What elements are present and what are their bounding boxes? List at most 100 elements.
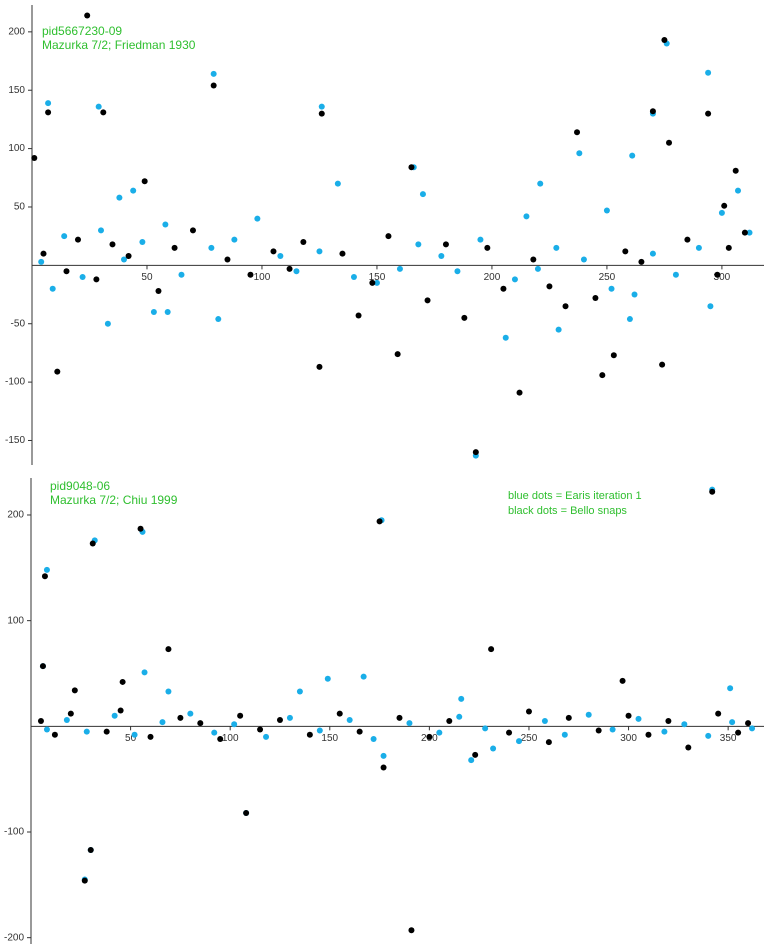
x-tick-label: 100	[222, 733, 239, 744]
chart-title: pid5667230-09	[42, 24, 122, 38]
dot	[380, 764, 387, 771]
dot	[356, 728, 363, 735]
dot	[89, 540, 96, 547]
dot	[735, 729, 742, 736]
dot	[749, 725, 756, 732]
dot	[649, 108, 656, 115]
dot	[438, 253, 445, 260]
dot	[482, 725, 489, 732]
dot	[84, 12, 91, 19]
dot	[592, 295, 599, 302]
y-tick-label: -200	[4, 932, 24, 943]
dot	[37, 718, 44, 725]
dot	[500, 285, 507, 292]
dot	[638, 258, 645, 265]
dot	[595, 727, 602, 734]
dot	[502, 334, 509, 341]
dot	[139, 239, 146, 246]
dot	[97, 227, 104, 234]
dot	[237, 712, 244, 719]
dot	[197, 720, 204, 727]
dot	[350, 274, 357, 281]
dot	[477, 236, 484, 243]
legend-entry: black dots = Bello snaps	[508, 505, 627, 517]
dot	[715, 710, 722, 717]
dot	[631, 291, 638, 298]
x-tick-label: 300	[620, 733, 637, 744]
y-tick-label: -150	[5, 435, 25, 446]
dot	[155, 288, 162, 295]
dot	[125, 253, 132, 260]
dot	[276, 716, 283, 723]
dot	[562, 303, 569, 310]
dot	[718, 209, 725, 216]
dot	[546, 283, 553, 290]
dot	[672, 271, 679, 278]
dot	[231, 721, 238, 728]
dot	[385, 233, 392, 240]
dot	[346, 716, 353, 723]
dot	[415, 241, 422, 248]
dot	[31, 154, 38, 161]
dot	[217, 736, 224, 743]
dot	[705, 732, 712, 739]
dot	[318, 103, 325, 110]
y-tick-label: -50	[11, 318, 26, 329]
dot	[721, 202, 728, 209]
dot	[296, 688, 303, 695]
dot	[373, 279, 380, 286]
dot	[649, 250, 656, 257]
dot	[316, 727, 323, 734]
dot	[661, 728, 668, 735]
x-tick-label: 250	[599, 272, 616, 283]
dot	[458, 695, 465, 702]
x-tick-label: 350	[720, 733, 737, 744]
dot	[208, 244, 215, 251]
chart-subtitle: Mazurka 7/2; Friedman 1930	[42, 38, 196, 52]
dot	[104, 320, 111, 327]
y-tick-label: 150	[8, 85, 25, 96]
dot	[565, 714, 572, 721]
x-tick-label: 250	[521, 733, 538, 744]
dot	[666, 139, 673, 146]
dot	[63, 268, 70, 275]
dot	[109, 241, 116, 248]
dot	[506, 729, 513, 736]
dot	[396, 265, 403, 272]
chart-subtitle: Mazurka 7/2; Chiu 1999	[50, 493, 178, 507]
dot	[147, 733, 154, 740]
dot	[63, 716, 70, 723]
dot	[424, 297, 431, 304]
dot	[270, 248, 277, 255]
x-tick-label: 50	[141, 272, 153, 283]
dot	[187, 710, 194, 717]
dot	[210, 70, 217, 77]
dot	[714, 271, 721, 278]
dot	[164, 309, 171, 316]
dot	[525, 708, 532, 715]
dot	[231, 236, 238, 243]
dot	[468, 757, 475, 764]
dot	[286, 714, 293, 721]
dot	[370, 736, 377, 743]
dot	[408, 164, 415, 171]
dot	[224, 256, 231, 263]
dot	[95, 103, 102, 110]
dot	[293, 268, 300, 275]
dot	[553, 244, 560, 251]
dot	[119, 678, 126, 685]
y-tick-label: -100	[4, 827, 24, 838]
dot	[436, 729, 443, 736]
dot	[177, 714, 184, 721]
dot	[442, 241, 449, 248]
dot	[93, 276, 100, 283]
y-tick-label: 100	[8, 143, 25, 154]
dot	[665, 718, 672, 725]
legend-entry: blue dots = Earis iteration 1	[508, 490, 642, 502]
dot	[141, 178, 148, 185]
dot	[488, 646, 495, 653]
dot	[454, 268, 461, 275]
dot	[43, 566, 50, 573]
dot	[561, 731, 568, 738]
